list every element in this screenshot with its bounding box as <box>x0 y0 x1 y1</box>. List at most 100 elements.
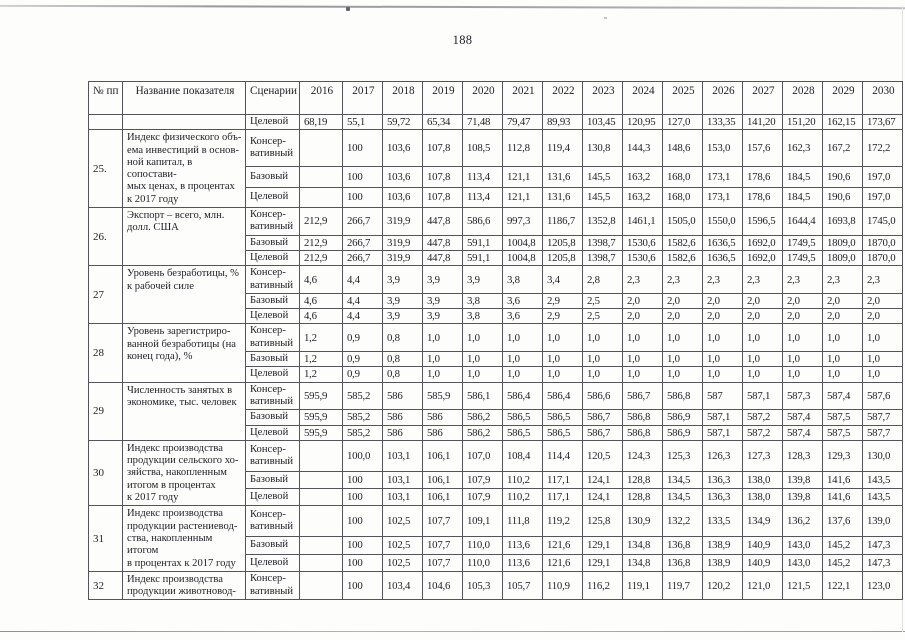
value-cell: 3,9 <box>381 292 423 310</box>
value-cell: 585,2 <box>341 409 383 426</box>
value-cell: 3,4 <box>541 265 583 294</box>
value-cell: 2,8 <box>581 265 623 294</box>
value-cell: 1582,6 <box>661 249 703 267</box>
value-cell: 1,0 <box>701 323 743 353</box>
value-cell: 103,1 <box>381 470 423 490</box>
value-cell: 100 <box>341 553 383 572</box>
scenario-cell: Целевой <box>245 308 300 325</box>
value-cell: 2,0 <box>821 292 863 310</box>
scenario-cell: Целевой <box>245 186 300 209</box>
value-cell: 586,7 <box>621 381 663 411</box>
value-cell: 127,3 <box>741 439 783 472</box>
scenario-cell: Консер- вативный <box>245 129 300 168</box>
value-cell: 1,0 <box>661 351 703 368</box>
row-number-cell: 26. <box>88 207 123 267</box>
value-cell: 212,9 <box>298 249 343 267</box>
year-header: 2019 <box>421 81 463 115</box>
value-cell: 1,0 <box>821 366 863 383</box>
value-cell <box>298 166 343 188</box>
value-cell: 1809,0 <box>821 234 863 251</box>
value-cell: 2,3 <box>821 265 863 294</box>
indicator-row: Базовый 100 103,1 106,1 107,9 110,2 117,1 124,1… <box>89 470 903 490</box>
value-cell: 108,4 <box>501 439 543 472</box>
value-cell: 110,9 <box>541 570 583 601</box>
value-cell: 129,1 <box>581 536 623 555</box>
value-cell: 1,0 <box>581 351 623 368</box>
value-cell: 1693,8 <box>821 207 863 236</box>
value-cell: 107,0 <box>461 439 503 472</box>
indicator-row: Базовый 4,6 4,4 3,9 3,9 3,8 3,6 2,9 2,5 2,0 2,0 2,0… <box>89 292 903 310</box>
value-cell: 145,5 <box>581 166 623 188</box>
value-cell: 100 <box>341 488 383 507</box>
value-cell: 136,8 <box>661 553 703 572</box>
value-cell: 587,5 <box>821 424 863 441</box>
value-cell: 0,8 <box>381 351 423 368</box>
page-number: 188 <box>452 33 473 47</box>
scenario-cell: Базовый <box>245 536 300 555</box>
value-cell: 586,6 <box>581 381 623 411</box>
value-cell: 586,7 <box>581 409 623 426</box>
value-cell: 266,7 <box>341 249 383 267</box>
scenario-cell: Целевой <box>245 553 300 572</box>
value-cell: 0,8 <box>381 323 423 353</box>
value-cell: 107,8 <box>421 186 463 209</box>
value-cell: 266,7 <box>341 207 383 236</box>
year-header: 2026 <box>701 81 743 115</box>
value-cell: 2,3 <box>741 265 783 294</box>
value-cell: 587,5 <box>821 409 863 426</box>
indicator-row: Базовый 595,9 585,2 586 586 586,2 586,5 586,5 58… <box>89 409 903 426</box>
value-cell: 136,2 <box>781 505 823 538</box>
value-cell: 586 <box>381 409 423 426</box>
value-cell: 100 <box>341 186 383 209</box>
value-cell: 102,5 <box>381 553 423 572</box>
value-cell: 1,0 <box>781 323 823 353</box>
indicator-row: 29 Численность занятых в экономике, тыс. … <box>88 381 903 441</box>
value-cell: 1,0 <box>741 351 783 368</box>
value-cell: 586,1 <box>461 381 503 411</box>
value-cell: 1,0 <box>541 351 583 368</box>
value-cell: 184,5 <box>781 166 823 188</box>
value-cell: 587,1 <box>741 381 783 411</box>
value-cell: 136,3 <box>701 470 743 490</box>
value-cell: 586,9 <box>661 424 703 441</box>
value-cell: 1870,0 <box>861 249 903 267</box>
value-cell: 586 <box>381 381 423 411</box>
value-cell: 447,8 <box>421 234 463 251</box>
value-cell: 124,3 <box>621 439 663 472</box>
value-cell: 108,5 <box>461 129 503 168</box>
value-cell: 163,2 <box>621 166 663 188</box>
scan-speck <box>604 17 607 19</box>
scenario-cell: Целевой <box>245 488 300 507</box>
value-cell: 134,9 <box>741 505 783 538</box>
value-cell: 1,0 <box>461 366 503 383</box>
header-scenario: Сценарии <box>245 81 300 115</box>
value-cell: 1,0 <box>621 351 663 368</box>
table-head: № пп Название показателя Сценарии 2016 2017 2… <box>88 81 903 115</box>
value-cell: 103,6 <box>381 129 423 168</box>
value-cell <box>298 488 343 507</box>
value-cell: 2,0 <box>741 292 783 310</box>
value-cell: 145,5 <box>581 186 623 209</box>
value-cell: 587,1 <box>701 409 743 426</box>
value-cell: 145,2 <box>821 553 863 572</box>
value-cell: 136,8 <box>661 536 703 555</box>
value-cell: 100 <box>341 166 383 188</box>
value-cell: 138,0 <box>741 470 783 490</box>
value-cell: 0,9 <box>341 323 383 353</box>
value-cell: 1,0 <box>741 323 783 353</box>
value-cell: 130,8 <box>581 129 623 168</box>
indicator-row: Базовый 212,9 266,7 319,9 447,8 591,1 1004,8 12… <box>89 234 903 251</box>
year-header: 2018 <box>381 81 423 115</box>
row-number-cell: 32 <box>88 570 123 601</box>
value-cell: 107,7 <box>421 553 463 572</box>
scenario-cell: Базовый <box>245 166 300 188</box>
value-cell: 143,0 <box>781 536 823 555</box>
value-cell <box>298 570 343 601</box>
value-cell: 113,4 <box>461 186 503 209</box>
value-cell: 168,0 <box>661 186 703 209</box>
value-cell: 1,0 <box>621 366 663 383</box>
value-cell: 2,9 <box>541 292 583 310</box>
value-cell: 1,0 <box>581 366 623 383</box>
year-header: 2027 <box>741 81 783 115</box>
value-cell: 319,9 <box>381 234 423 251</box>
